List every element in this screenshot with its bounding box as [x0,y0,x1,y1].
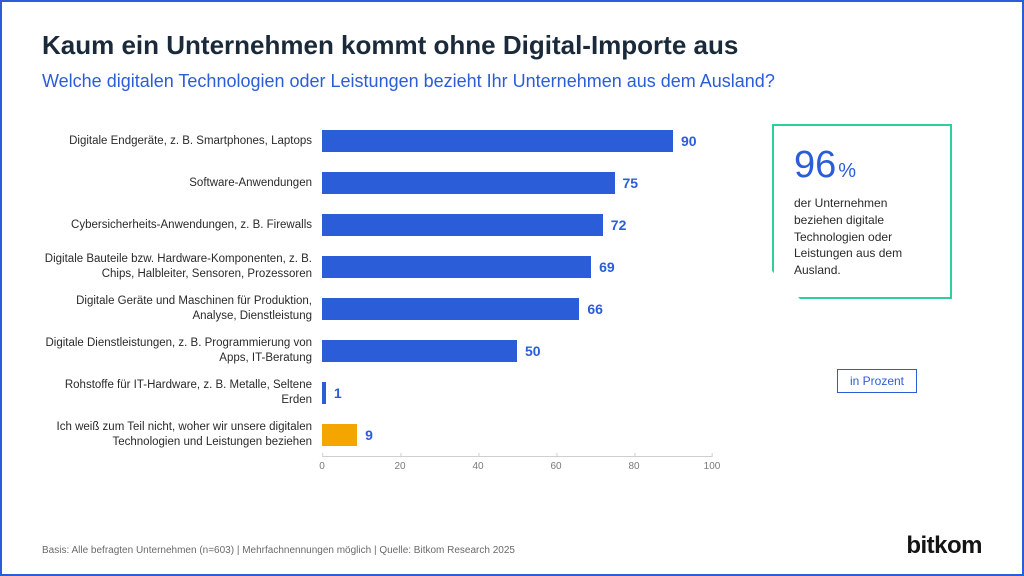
bar-value: 72 [611,217,627,233]
x-tick: 20 [394,457,405,472]
x-axis: 020406080100 [322,456,712,476]
bar-track: 1 [322,372,712,414]
bar-row: Rohstoffe für IT-Hardware, z. B. Metalle… [42,372,742,414]
chart-frame: Kaum ein Unternehmen kommt ohne Digital-… [0,0,1024,576]
bar-row: Cybersicherheits-Anwendungen, z. B. Fire… [42,204,742,246]
bar-track: 90 [322,120,712,162]
brand-logo: bitkom [906,532,982,560]
bar-track: 75 [322,162,712,204]
bar-label: Cybersicherheits-Anwendungen, z. B. Fire… [42,218,322,233]
bar-row: Digitale Bauteile bzw. Hardware-Komponen… [42,246,742,288]
bar-rect [322,214,603,236]
bar-value: 1 [334,385,342,401]
bar-label: Software-Anwendungen [42,176,322,191]
page-subtitle: Welche digitalen Technologien oder Leist… [42,71,982,92]
legend-unit: in Prozent [837,369,917,393]
bar-track: 72 [322,204,712,246]
side-column: 96% der Unternehmen beziehen digitale Te… [772,120,982,476]
callout-number: 96% [794,144,930,187]
callout-text: der Unternehmen beziehen digitale Techno… [794,195,930,279]
bar-row: Digitale Dienstleistungen, z. B. Program… [42,330,742,372]
bar-rect [322,256,591,278]
bar-value: 69 [599,259,615,275]
bar-rect [322,172,615,194]
bar-rect [322,298,579,320]
bar-value: 66 [587,301,603,317]
bar-label: Rohstoffe für IT-Hardware, z. B. Metalle… [42,378,322,408]
bar-track: 69 [322,246,712,288]
bar-label: Digitale Geräte und Maschinen für Produk… [42,294,322,324]
x-tick: 0 [319,457,325,472]
content-row: Digitale Endgeräte, z. B. Smartphones, L… [42,120,982,476]
bar-track: 66 [322,288,712,330]
callout-value: 96 [794,144,836,186]
bar-rect [322,130,673,152]
bar-list: Digitale Endgeräte, z. B. Smartphones, L… [42,120,742,456]
x-tick: 40 [472,457,483,472]
bar-row: Software-Anwendungen 75 [42,162,742,204]
x-tick: 60 [550,457,561,472]
bar-value: 9 [365,427,373,443]
bar-label: Digitale Dienstleistungen, z. B. Program… [42,336,322,366]
bar-value: 75 [623,175,639,191]
bar-label: Digitale Endgeräte, z. B. Smartphones, L… [42,134,322,149]
bar-track: 9 [322,414,712,456]
bar-value: 50 [525,343,541,359]
bar-rect [322,340,517,362]
bar-row: Digitale Geräte und Maschinen für Produk… [42,288,742,330]
x-tick: 80 [628,457,639,472]
bar-row: Digitale Endgeräte, z. B. Smartphones, L… [42,120,742,162]
bar-label: Digitale Bauteile bzw. Hardware-Komponen… [42,252,322,282]
callout-percent-sign: % [838,160,856,182]
bar-chart: Digitale Endgeräte, z. B. Smartphones, L… [42,120,742,476]
bar-track: 50 [322,330,712,372]
bar-value: 90 [681,133,697,149]
footer-note: Basis: Alle befragten Unternehmen (n=603… [42,545,515,556]
bar-rect [322,382,326,404]
x-tick: 100 [704,457,721,472]
bar-label: Ich weiß zum Teil nicht, woher wir unser… [42,420,322,450]
callout-box: 96% der Unternehmen beziehen digitale Te… [772,124,952,299]
bar-row: Ich weiß zum Teil nicht, woher wir unser… [42,414,742,456]
bar-rect [322,424,357,446]
page-title: Kaum ein Unternehmen kommt ohne Digital-… [42,30,982,61]
